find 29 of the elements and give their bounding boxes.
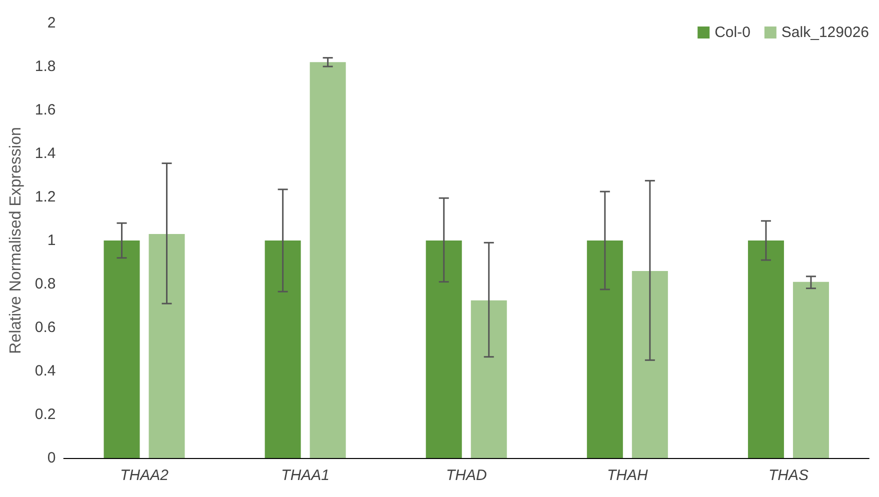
y-tick-label: 0.6 (34, 319, 56, 336)
x-tick-label: THAA1 (281, 467, 330, 484)
bar (310, 62, 346, 458)
y-tick-label: 1.2 (34, 188, 56, 206)
y-tick-label: 1.4 (34, 145, 56, 162)
y-tick-label: 0.8 (34, 276, 56, 292)
bar (104, 240, 140, 458)
bar (632, 270, 668, 458)
y-tick-label: 2 (47, 14, 56, 32)
y-tick-label: 1.8 (34, 58, 56, 75)
x-tick-label: THAD (446, 467, 487, 484)
y-tick-label: 0.2 (34, 406, 56, 423)
bar (586, 240, 623, 458)
x-tick-label: THAA2 (120, 467, 170, 484)
y-tick-label: 1 (47, 232, 56, 249)
bar (148, 234, 185, 458)
bar (426, 240, 462, 458)
bar (792, 282, 829, 458)
bar (470, 300, 507, 458)
bar (264, 240, 301, 458)
y-tick-label: 1.6 (34, 102, 56, 118)
legend-label: Salk_129026 (781, 24, 869, 41)
y-tick-label: 0.4 (34, 362, 56, 380)
x-tick-label: THAS (768, 467, 808, 484)
y-tick-label: 0 (47, 450, 56, 466)
legend-label: Col-0 (714, 24, 750, 41)
x-tick-label: THAH (607, 467, 648, 484)
y-axis-title: Relative Normalised Expression (8, 127, 24, 354)
bar (748, 240, 784, 458)
